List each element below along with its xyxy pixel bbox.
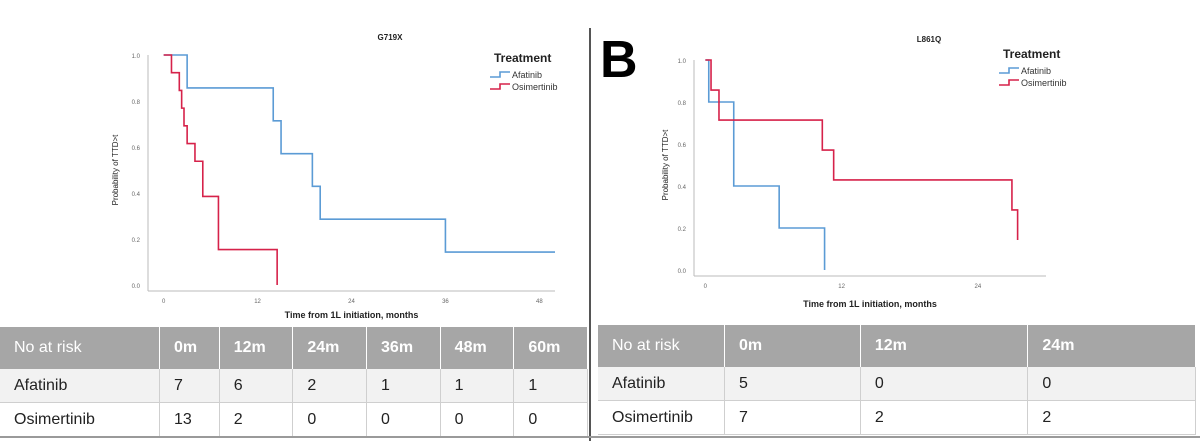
series-line-osimertinib — [163, 54, 278, 285]
risk-header-timepoint: 0m — [724, 325, 861, 367]
risk-table-l861q: No at risk 0m 12m 24m Afatinib 5 0 0 Osimertinib… — [598, 325, 1196, 435]
x-axis-label: Time from 1L initiation, months — [285, 310, 419, 320]
risk-count: 0 — [1027, 367, 1196, 401]
legend-label-osimertinib: Osimertinib — [512, 82, 558, 92]
risk-count: 0 — [513, 402, 588, 437]
risk-row: Osimertinib 7 2 2 — [598, 400, 1196, 435]
chart-g719x: 0.0 0.2 0.4 0.6 0.8 1.0 0 12 24 36 48 G719X Time fro… — [111, 33, 558, 320]
y-tick-label: 0.0 — [132, 284, 141, 290]
legend-swatch-osimertinib — [999, 79, 1019, 86]
risk-row: Osimertinib 13 2 0 0 0 0 — [0, 402, 588, 437]
risk-count: 1 — [513, 369, 588, 403]
risk-count: 2 — [292, 369, 368, 403]
y-tick-label: 0.8 — [132, 100, 141, 106]
y-tick-label: 0.2 — [678, 227, 687, 233]
y-tick-label: 0.6 — [678, 143, 687, 149]
risk-header-timepoint: 12m — [860, 325, 1029, 367]
panel-b: B 0.0 0.2 0.4 0.6 0.8 1.0 0 12 24 L861Q Time from … — [594, 0, 1200, 441]
risk-count: 0 — [366, 402, 441, 437]
series-line-afatinib — [163, 54, 555, 253]
panel-a: 0.0 0.2 0.4 0.6 0.8 1.0 0 12 24 36 48 G719X Time fro… — [0, 0, 590, 441]
x-tick-label: 12 — [838, 284, 845, 290]
risk-header-label: No at risk — [598, 325, 725, 367]
x-tick-label: 36 — [442, 299, 449, 305]
risk-header-row: No at risk 0m 12m 24m — [598, 325, 1196, 367]
y-axis-label: Probability of TTD>t — [111, 134, 120, 206]
legend-label-afatinib: Afatinib — [1021, 66, 1051, 76]
x-tick-label: 12 — [254, 299, 261, 305]
y-axis-label: Probability of TTD>t — [661, 129, 670, 201]
risk-header-label: No at risk — [0, 327, 160, 369]
series-line-osimertinib — [705, 59, 1019, 240]
legend-title: Treatment — [1003, 47, 1060, 61]
risk-count: 0 — [292, 402, 368, 437]
risk-header-timepoint: 24m — [1027, 325, 1196, 367]
x-tick-label: 24 — [348, 299, 355, 305]
risk-count: 7 — [159, 369, 220, 403]
risk-row-label: Osimertinib — [598, 400, 725, 435]
risk-row: Afatinib 7 6 2 1 1 1 — [0, 369, 588, 403]
y-tick-label: 0.6 — [132, 146, 141, 152]
legend-swatch-afatinib — [999, 67, 1019, 74]
x-axis-label: Time from 1L initiation, months — [803, 299, 937, 309]
y-tick-label: 1.0 — [132, 54, 141, 60]
risk-table-g719x: No at risk 0m 12m 24m 36m 48m 60m Afatinib 7 6 2 1 1… — [0, 327, 588, 437]
x-tick-label: 24 — [975, 284, 982, 290]
risk-count: 13 — [159, 402, 220, 437]
risk-header-timepoint: 24m — [292, 327, 368, 369]
risk-count: 1 — [440, 369, 515, 403]
risk-count: 0 — [440, 402, 515, 437]
risk-header-timepoint: 12m — [219, 327, 294, 369]
risk-header-timepoint: 36m — [366, 327, 441, 369]
risk-row-label: Afatinib — [0, 369, 160, 403]
y-tick-label: 0.2 — [132, 238, 141, 244]
risk-header-timepoint: 60m — [513, 327, 588, 369]
risk-count: 7 — [724, 400, 861, 435]
risk-row-label: Osimertinib — [0, 402, 160, 437]
risk-count: 2 — [860, 400, 1029, 435]
risk-row-label: Afatinib — [598, 367, 725, 401]
risk-count: 2 — [1027, 400, 1196, 435]
panel-divider — [589, 28, 591, 441]
risk-count: 1 — [366, 369, 441, 403]
risk-count: 6 — [219, 369, 294, 403]
panel-letter-b: B — [600, 31, 638, 89]
legend-swatch-osimertinib — [490, 83, 510, 90]
x-tick-label: 0 — [162, 299, 166, 305]
y-tick-label: 1.0 — [678, 59, 687, 65]
chart-title: L861Q — [917, 35, 941, 44]
legend-title: Treatment — [494, 51, 551, 65]
y-tick-label: 0.4 — [678, 185, 687, 191]
legend-swatch-afatinib — [490, 71, 510, 78]
y-tick-label: 0.4 — [132, 192, 141, 198]
chart-title: G719X — [378, 33, 404, 42]
legend-label-afatinib: Afatinib — [512, 70, 542, 80]
x-tick-label: 0 — [704, 284, 708, 290]
risk-header-row: No at risk 0m 12m 24m 36m 48m 60m — [0, 327, 588, 369]
risk-count: 0 — [860, 367, 1029, 401]
risk-header-timepoint: 0m — [159, 327, 220, 369]
y-tick-label: 0.0 — [678, 269, 687, 275]
legend-label-osimertinib: Osimertinib — [1021, 78, 1067, 88]
y-tick-label: 0.8 — [678, 101, 687, 107]
chart-l861q: 0.0 0.2 0.4 0.6 0.8 1.0 0 12 24 L861Q Time from 1L… — [661, 35, 1067, 309]
bottom-rule — [0, 436, 1200, 438]
series-line-afatinib — [705, 59, 826, 270]
risk-count: 2 — [219, 402, 294, 437]
risk-row: Afatinib 5 0 0 — [598, 367, 1196, 401]
x-tick-label: 48 — [536, 299, 543, 305]
risk-count: 5 — [724, 367, 861, 401]
risk-header-timepoint: 48m — [440, 327, 515, 369]
